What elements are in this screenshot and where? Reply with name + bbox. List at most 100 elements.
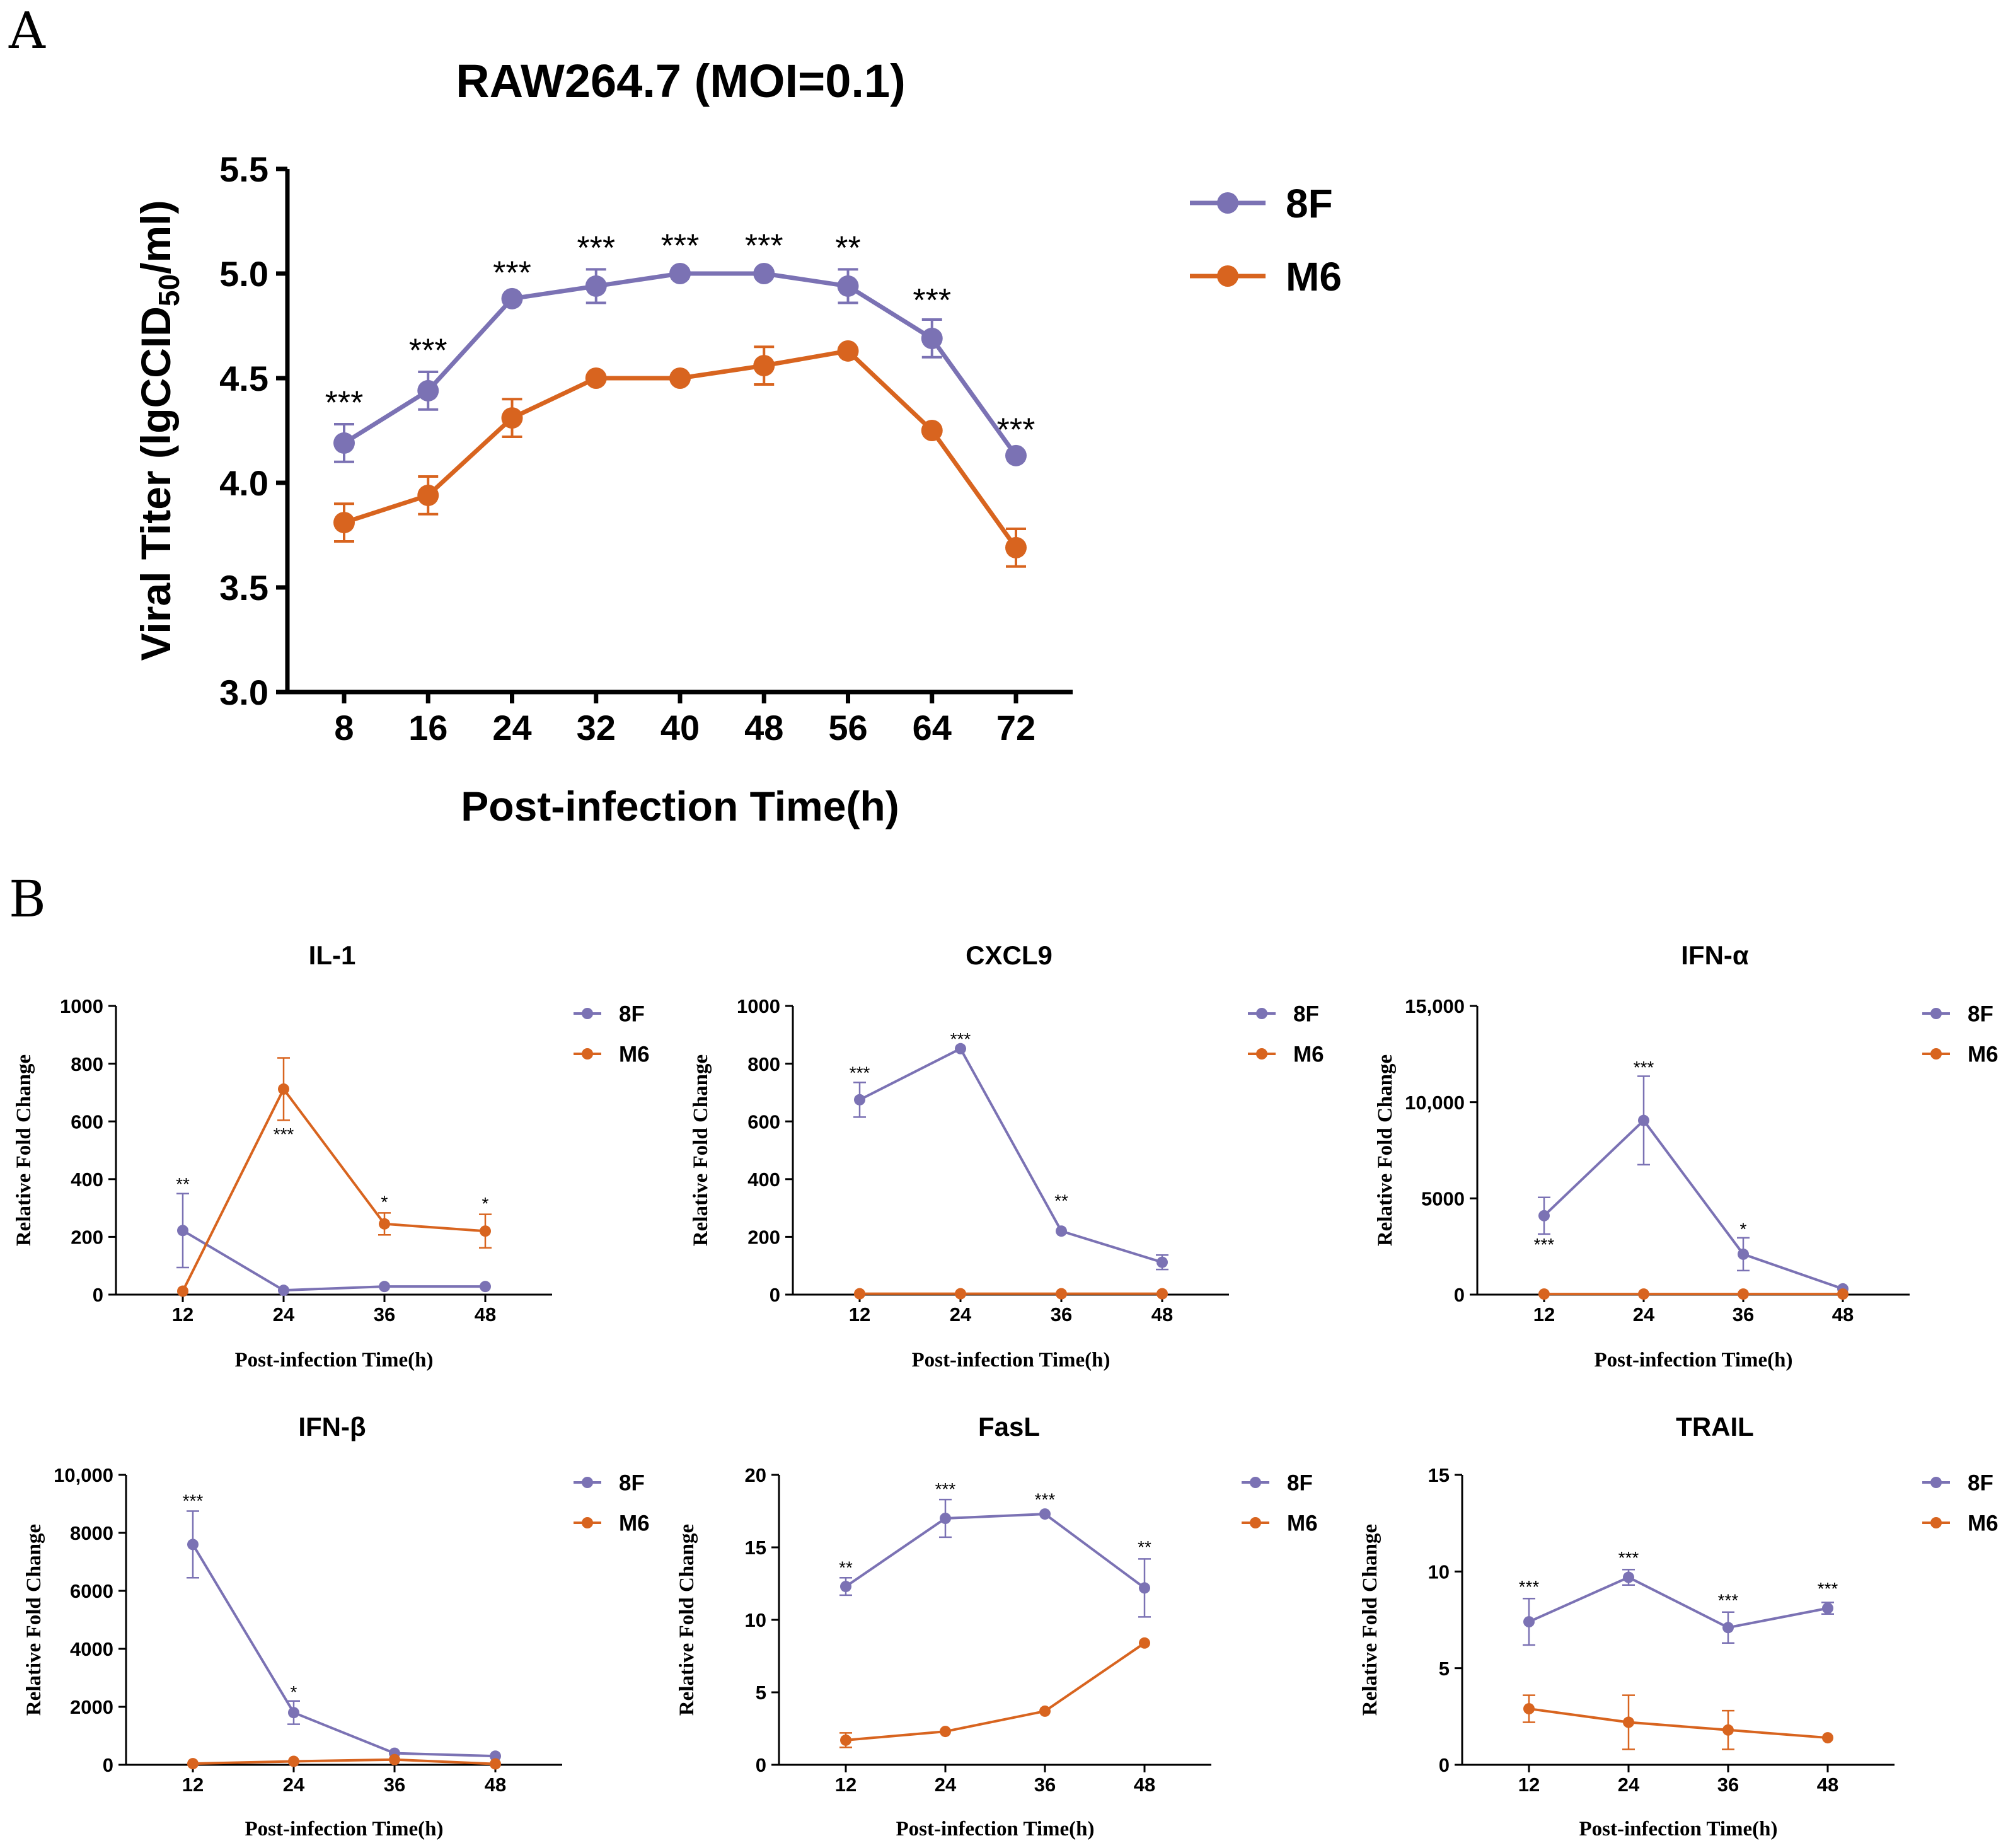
x-tick-label: 36 (1717, 1774, 1739, 1796)
series-line-M6 (182, 1087, 486, 1292)
significance-label: ** (176, 1174, 190, 1194)
y-tick-label: 0 (1439, 1754, 1450, 1776)
x-tick-label: 24 (492, 708, 531, 748)
legend-label-8F: 8F (1293, 1002, 1319, 1027)
x-tick-label: 8 (334, 708, 354, 748)
x-tick-label: 16 (408, 708, 447, 748)
data-point-M6 (854, 1288, 865, 1300)
legend-label-M6: M6 (1293, 1042, 1324, 1067)
series-line-8F (182, 1229, 485, 1292)
series-line-8F (1543, 1119, 1843, 1290)
data-point-8F (940, 1513, 951, 1524)
legend-marker-8F (1256, 1008, 1267, 1019)
chart-fasl: FasL 0 5 10 15 20 12 24 36 48 Post-infection Time(… (676, 1412, 1318, 1840)
x-tick-label: 12 (172, 1303, 193, 1325)
significance-label: *** (935, 1479, 956, 1499)
x-axis-label: Post-infection Time(h) (1595, 1349, 1793, 1372)
data-point-M6 (1156, 1288, 1168, 1300)
data-point-8F (1156, 1256, 1168, 1268)
significance-label: *** (745, 228, 783, 264)
y-tick-label: 10,000 (54, 1464, 113, 1486)
significance-label: *** (1534, 1235, 1555, 1254)
y-axis-label: Relative Fold Change (689, 1054, 712, 1246)
x-axis-label: Post-infection Time(h) (461, 783, 899, 829)
y-axis-label: Viral Titer (lgCCID50/ml) (132, 200, 185, 661)
data-point-M6 (753, 355, 775, 377)
data-point-M6 (1139, 1637, 1150, 1649)
y-tick-label: 15 (745, 1537, 766, 1559)
data-point-M6 (585, 367, 607, 389)
x-tick-label: 36 (1051, 1303, 1072, 1325)
significance-label: ** (1054, 1191, 1068, 1210)
chart-trail: TRAIL 0 5 10 15 12 24 36 48 Post-infection Time(h… (1359, 1412, 1999, 1840)
legend-label-8F: 8F (1286, 181, 1333, 226)
data-point-8F (288, 1707, 299, 1719)
significance-label: *** (325, 384, 364, 421)
y-tick-label: 800 (747, 1053, 780, 1075)
data-point-M6 (1822, 1732, 1833, 1744)
data-point-M6 (288, 1755, 299, 1767)
data-point-M6 (1837, 1288, 1849, 1300)
data-point-M6 (1538, 1288, 1550, 1300)
significance-label: *** (997, 412, 1035, 449)
data-point-M6 (177, 1285, 188, 1297)
data-point-8F (1538, 1210, 1550, 1221)
chart-cxcl9: CXCL9 0 200 400 600 800 1000 12 24 36 48 Post-infec… (689, 940, 1324, 1372)
data-point-8F (921, 327, 943, 349)
series-line-M6 (192, 1758, 496, 1765)
y-tick-label: 400 (71, 1169, 103, 1191)
y-tick-label: 15,000 (1405, 995, 1465, 1017)
y-tick-label: 3.0 (219, 673, 268, 712)
data-point-M6 (1638, 1288, 1649, 1300)
x-axis-label: Post-infection Time(h) (245, 1818, 444, 1840)
data-point-8F (333, 432, 355, 454)
legend-label-M6: M6 (1968, 1042, 1999, 1067)
data-point-8F (955, 1042, 966, 1054)
x-tick-label: 32 (577, 708, 616, 748)
chart-il-1: IL-1 0 200 400 600 800 1000 12 24 36 48 Post-infect… (13, 940, 650, 1372)
x-tick-label: 48 (1817, 1774, 1838, 1796)
legend-label-M6: M6 (619, 1511, 650, 1536)
legend-marker-M6 (1930, 1048, 1942, 1060)
data-point-8F (1523, 1616, 1535, 1628)
significance-label: *** (850, 1063, 870, 1082)
significance-label: * (291, 1682, 297, 1702)
data-point-M6 (669, 367, 691, 389)
y-axis-label: Relative Fold Change (1374, 1054, 1397, 1246)
data-point-M6 (417, 484, 439, 506)
data-point-8F (840, 1581, 851, 1593)
y-tick-label: 10,000 (1405, 1092, 1465, 1114)
significance-label: *** (661, 228, 700, 264)
significance-label: * (381, 1193, 388, 1212)
data-point-8F (1738, 1248, 1749, 1260)
chart-title: TRAIL (1676, 1412, 1754, 1441)
data-point-8F (1623, 1571, 1634, 1583)
data-point-8F (1638, 1114, 1649, 1126)
x-tick-label: 12 (1518, 1774, 1540, 1796)
y-tick-label: 5.5 (219, 149, 268, 189)
data-point-M6 (1523, 1703, 1535, 1715)
data-point-M6 (389, 1753, 400, 1765)
significance-label: *** (577, 230, 615, 267)
data-point-8F (669, 263, 691, 284)
x-tick-label: 40 (660, 708, 700, 748)
data-point-M6 (1039, 1705, 1051, 1717)
significance-label: *** (1818, 1579, 1838, 1598)
chart-title: RAW264.7 (MOI=0.1) (456, 55, 906, 107)
y-tick-label: 2000 (70, 1696, 113, 1718)
significance-label: * (482, 1194, 489, 1213)
significance-label: *** (1519, 1577, 1540, 1597)
legend-marker-8F (1930, 1477, 1942, 1488)
data-point-8F (837, 275, 859, 297)
significance-label: *** (493, 255, 531, 292)
y-tick-label: 10 (745, 1609, 766, 1631)
legend-label-8F: 8F (1968, 1471, 1993, 1496)
significance-label: *** (409, 332, 447, 369)
data-point-8F (1039, 1508, 1051, 1520)
y-tick-label: 200 (71, 1227, 103, 1249)
chart-viral-titer: RAW264.7 (MOI=0.1) 3.0 3.5 4.0 4.5 5.0 5.5 8 16 2… (132, 55, 1342, 829)
significance-label: ** (835, 230, 860, 267)
x-tick-label: 12 (835, 1774, 857, 1796)
data-point-8F (1056, 1225, 1067, 1237)
data-point-8F (1139, 1582, 1150, 1594)
